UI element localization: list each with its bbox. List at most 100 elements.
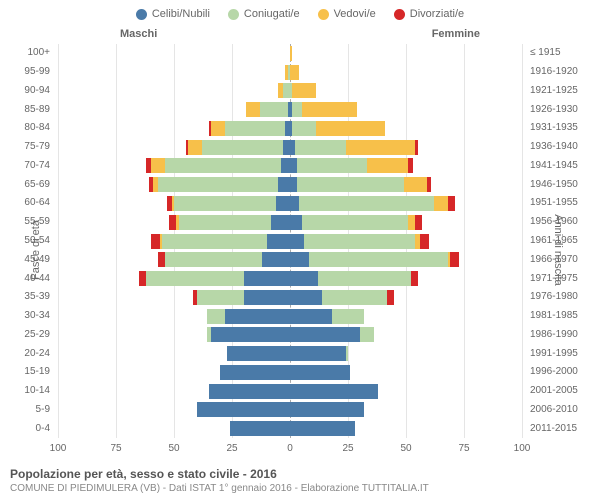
label-male: Maschi xyxy=(120,28,157,40)
bar-female xyxy=(290,402,364,417)
seg-w xyxy=(151,158,165,173)
seg-c xyxy=(211,327,290,342)
bar-male xyxy=(209,384,290,399)
grid-line xyxy=(522,44,523,438)
seg-w xyxy=(172,196,174,211)
seg-c xyxy=(290,309,332,324)
seg-m xyxy=(309,252,448,267)
bar-male xyxy=(169,215,290,230)
ytick-age: 65-69 xyxy=(0,179,54,190)
seg-w xyxy=(404,177,427,192)
seg-c xyxy=(209,384,290,399)
legend: Celibi/Nubili Coniugati/e Vedovi/e Divorzia… xyxy=(0,0,600,24)
seg-d xyxy=(415,140,417,155)
seg-c xyxy=(290,402,364,417)
seg-w xyxy=(176,215,178,230)
pyramid-row xyxy=(58,402,522,417)
seg-c xyxy=(267,234,290,249)
bar-male xyxy=(206,327,290,342)
ytick-year: 1931-1935 xyxy=(526,122,600,133)
bar-male xyxy=(146,158,290,173)
legend-item: Coniugati/e xyxy=(228,8,300,20)
bar-female xyxy=(290,327,374,342)
seg-c xyxy=(290,215,302,230)
bar-female xyxy=(290,65,299,80)
seg-c xyxy=(290,290,322,305)
legend-item: Celibi/Nubili xyxy=(136,8,210,20)
seg-m xyxy=(299,196,434,211)
seg-w xyxy=(153,177,158,192)
bar-female xyxy=(290,384,378,399)
legend-label: Vedovi/e xyxy=(334,8,376,20)
ytick-age: 100+ xyxy=(0,47,54,58)
ytick-year: 1941-1945 xyxy=(526,160,600,171)
seg-m xyxy=(304,234,415,249)
ytick-age: 35-39 xyxy=(0,291,54,302)
ytick-year: 1926-1930 xyxy=(526,104,600,115)
seg-c xyxy=(290,234,304,249)
seg-m xyxy=(179,215,272,230)
seg-w xyxy=(278,83,283,98)
bar-male xyxy=(206,309,290,324)
legend-label: Celibi/Nubili xyxy=(152,8,210,20)
legend-dot xyxy=(228,9,239,20)
xtick: 0 xyxy=(287,443,293,454)
ytick-year: 2006-2010 xyxy=(526,404,600,415)
pyramid-row xyxy=(58,384,522,399)
legend-label: Coniugati/e xyxy=(244,8,300,20)
seg-d xyxy=(448,196,455,211)
bar-female xyxy=(290,158,413,173)
pyramid-row xyxy=(58,83,522,98)
seg-c xyxy=(290,271,318,286)
ytick-age: 90-94 xyxy=(0,85,54,96)
ytick-year: 1991-1995 xyxy=(526,348,600,359)
seg-d xyxy=(146,158,151,173)
seg-w xyxy=(434,196,448,211)
seg-m xyxy=(197,290,243,305)
bar-male xyxy=(278,83,290,98)
seg-d xyxy=(411,271,418,286)
seg-c xyxy=(271,215,290,230)
seg-c xyxy=(230,421,290,436)
seg-c xyxy=(197,402,290,417)
legend-item: Divorziati/e xyxy=(394,8,464,20)
seg-w xyxy=(211,121,225,136)
bar-female xyxy=(290,309,364,324)
ytick-year: 2001-2005 xyxy=(526,385,600,396)
pyramid-row xyxy=(58,196,522,211)
ytick-age: 5-9 xyxy=(0,404,54,415)
bar-male xyxy=(186,140,290,155)
seg-m xyxy=(158,177,279,192)
seg-m xyxy=(283,83,290,98)
xtick: 25 xyxy=(226,443,237,454)
ytick-age: 40-44 xyxy=(0,273,54,284)
seg-c xyxy=(290,384,378,399)
label-female: Femmine xyxy=(432,28,480,40)
footer-title: Popolazione per età, sesso e stato civil… xyxy=(10,467,590,481)
ytick-year: 1946-1950 xyxy=(526,179,600,190)
seg-m xyxy=(292,121,315,136)
seg-m xyxy=(295,140,346,155)
bar-male xyxy=(220,365,290,380)
seg-c xyxy=(220,365,290,380)
xtick: 25 xyxy=(342,443,353,454)
seg-c xyxy=(290,158,297,173)
bar-female xyxy=(290,271,418,286)
pyramid-row xyxy=(58,234,522,249)
seg-m xyxy=(225,121,285,136)
pyramid-row xyxy=(58,290,522,305)
ytick-year: 1916-1920 xyxy=(526,66,600,77)
seg-m xyxy=(260,102,288,117)
seg-m xyxy=(322,290,387,305)
seg-m xyxy=(207,327,212,342)
seg-m xyxy=(332,309,364,324)
seg-c xyxy=(278,177,290,192)
xtick: 75 xyxy=(458,443,469,454)
seg-c xyxy=(225,309,290,324)
ytick-year: 1961-1965 xyxy=(526,235,600,246)
bar-female xyxy=(290,140,418,155)
legend-label: Divorziati/e xyxy=(410,8,464,20)
xtick: 50 xyxy=(400,443,411,454)
seg-c xyxy=(281,158,290,173)
seg-d xyxy=(169,215,176,230)
